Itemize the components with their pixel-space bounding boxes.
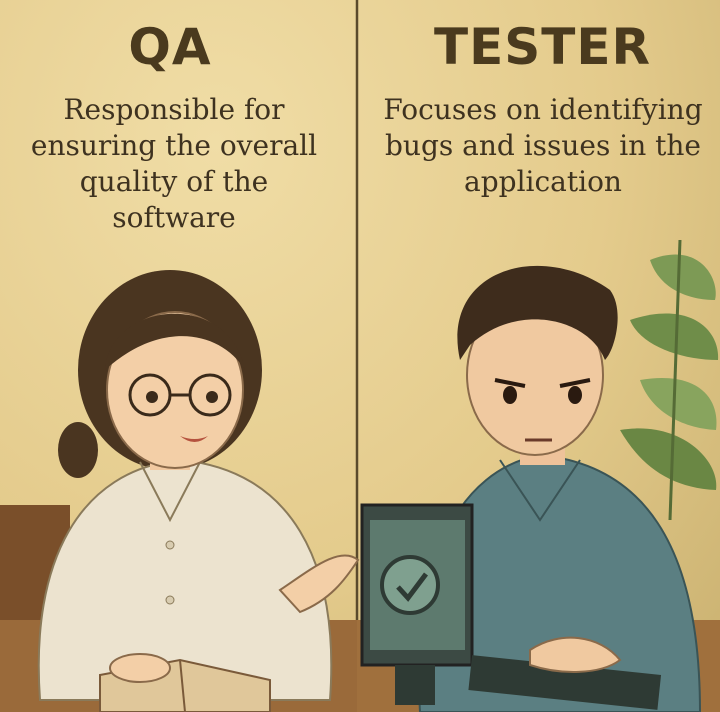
keyboard-illustration	[468, 655, 662, 710]
plant-illustration	[620, 239, 719, 521]
qa-description: Responsible for ensuring the overall qua…	[30, 93, 318, 234]
tester-person-illustration	[417, 265, 702, 712]
qa-title: QA	[128, 18, 212, 76]
qa-person-illustration	[37, 270, 360, 712]
tester-description: Focuses on identifying bugs and issues i…	[383, 93, 703, 198]
monitor-illustration	[360, 503, 474, 705]
tester-title: TESTER	[433, 18, 652, 76]
